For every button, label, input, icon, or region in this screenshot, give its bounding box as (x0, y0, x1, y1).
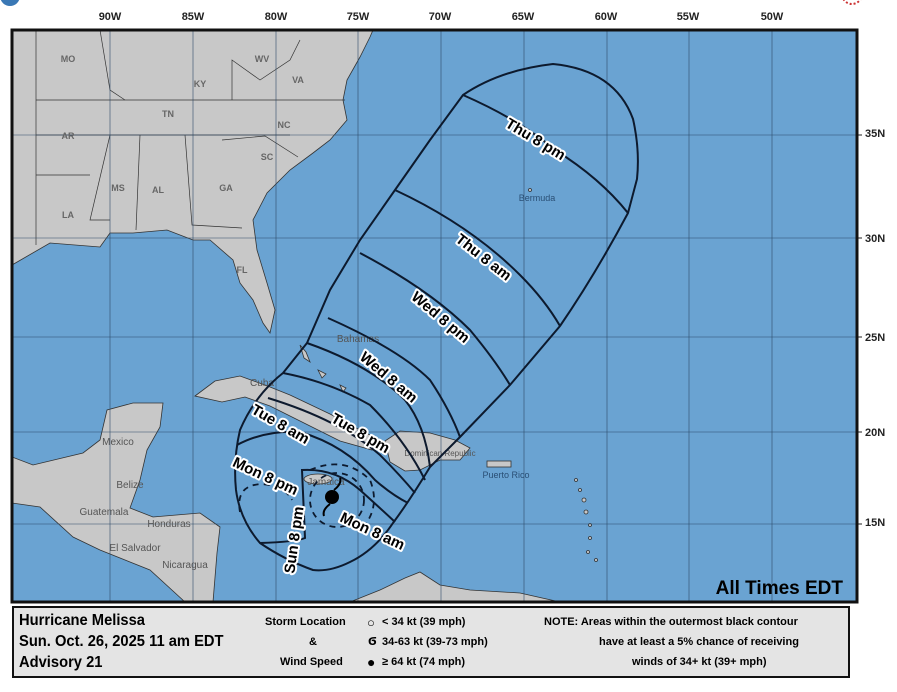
lat-label: 30N (865, 233, 885, 245)
lon-label: 85W (182, 11, 205, 23)
state-label: AR (62, 131, 75, 141)
state-label: MO (61, 54, 76, 64)
country-label: Belize (116, 480, 144, 491)
state-label: SC (261, 152, 274, 162)
state-label: AL (152, 185, 164, 195)
note-line: have at least a 5% chance of receiving (599, 636, 799, 648)
state-label: WV (255, 54, 270, 64)
key-title: & (309, 636, 317, 648)
noaa-logo (0, 0, 20, 6)
state-label: VA (292, 75, 304, 85)
time-contour-wed-8am (327, 317, 461, 438)
country-label: Jamaica (307, 477, 345, 488)
bahamas-islands (299, 344, 347, 393)
cuba-land (194, 375, 383, 451)
outer-probability-contour (234, 62, 639, 572)
time-contour-wed-8pm (359, 252, 511, 386)
time-contour-tue-8pm (306, 342, 431, 468)
map-frame (10, 28, 859, 604)
south-america-land (349, 571, 561, 602)
wind-radii (238, 463, 375, 528)
country-label: Bermuda (519, 193, 556, 203)
note-line: NOTE: Areas within the outermost black c… (544, 616, 798, 628)
key-title: Storm Location (265, 616, 346, 628)
note-line: winds of 34+ kt (39+ mph) (632, 656, 767, 668)
hurricane-center-icon (322, 477, 342, 517)
open-circle-icon: ○ (367, 615, 375, 630)
lat-label: 20N (865, 427, 885, 439)
key-label: < 34 kt (39 mph) (382, 616, 466, 628)
nws-logo (842, 0, 862, 5)
state-label: NC (278, 120, 291, 130)
state-label: MS (111, 183, 125, 193)
united-states-land (12, 30, 374, 334)
state-label: TN (162, 109, 174, 119)
lon-label: 90W (99, 11, 122, 23)
puerto-rico-land (486, 460, 512, 468)
lon-label: 50W (761, 11, 784, 23)
time-contour-sun-8pm (259, 468, 396, 544)
state-label: LA (62, 210, 74, 220)
time-contour-tue-8am (282, 372, 426, 481)
time-contour-mon-8pm (267, 397, 416, 494)
lon-label: 60W (595, 11, 618, 23)
lon-label: 70W (429, 11, 452, 23)
key-title: Wind Speed (280, 656, 343, 668)
tropical-storm-icon: ϭ (368, 632, 377, 649)
state-label: FL (237, 265, 248, 275)
lat-label: 35N (865, 128, 885, 140)
time-contour-thu-8pm (462, 94, 629, 214)
storm-name: Hurricane Melissa (19, 612, 145, 629)
lon-label: 65W (512, 11, 535, 23)
lon-label: 75W (347, 11, 370, 23)
bermuda-island (528, 188, 532, 192)
country-label: Bahamas (337, 334, 379, 345)
key-label: 34-63 kt (39-73 mph) (382, 636, 488, 648)
advisory-number: Advisory 21 (19, 654, 103, 671)
all-times-edt-label: All Times EDT (716, 578, 844, 599)
country-label: El Salvador (109, 543, 161, 554)
country-label: Guatemala (80, 507, 129, 518)
lesser-antilles-islands (574, 478, 598, 562)
hurricane-icon: ● (367, 654, 376, 670)
lat-lon-grid (12, 30, 857, 602)
country-label: Cuba (250, 378, 274, 389)
key-label: ≥ 64 kt (74 mph) (382, 656, 466, 668)
time-contour-mon-8am (236, 430, 409, 504)
time-contour-thu-8am (394, 189, 561, 327)
lon-label: 80W (265, 11, 288, 23)
country-label: Honduras (147, 519, 190, 530)
advisory-date: Sun. Oct. 26, 2025 11 am EDT (19, 633, 224, 650)
country-label: Puerto Rico (482, 470, 529, 480)
mexico-central-america-land (12, 402, 221, 602)
state-label: KY (194, 79, 207, 89)
lon-label: 55W (677, 11, 700, 23)
country-label: Dominican Republic (404, 449, 475, 458)
country-label: Nicaragua (162, 560, 208, 571)
country-label: Mexico (102, 437, 134, 448)
legend-panel: Hurricane Melissa Sun. Oct. 26, 2025 11 … (12, 606, 850, 678)
lat-label: 15N (865, 517, 885, 529)
lat-label: 25N (865, 332, 885, 344)
state-label: GA (219, 183, 233, 193)
